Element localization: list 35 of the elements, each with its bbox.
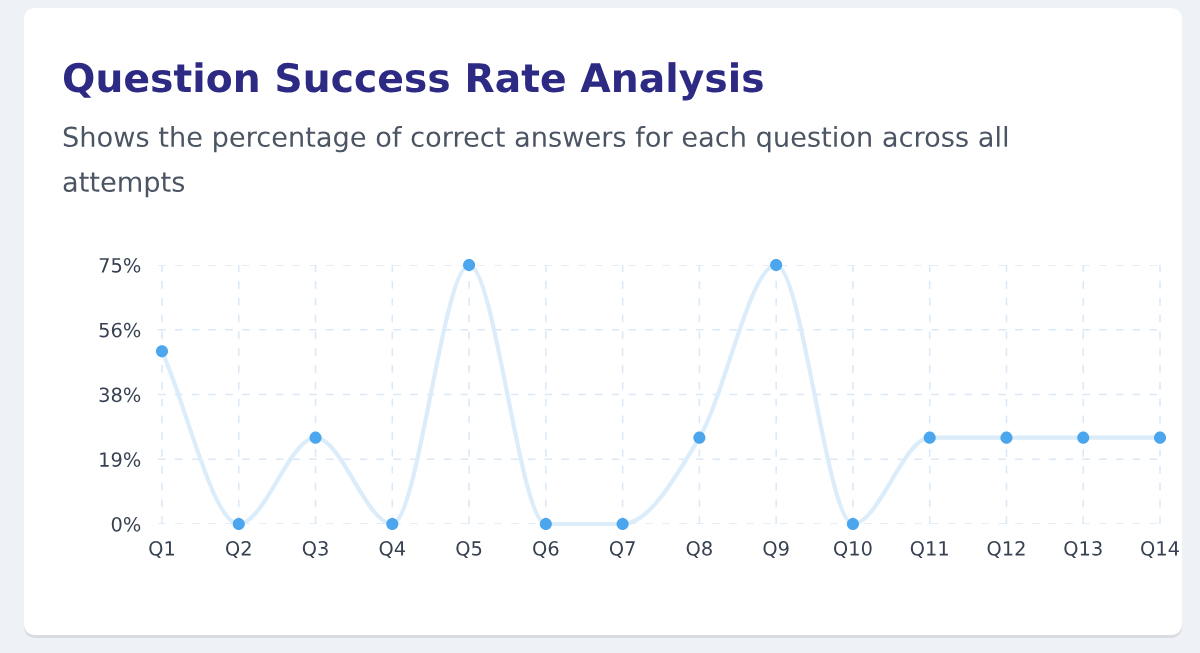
x-tick-label: Q5 [456,541,482,558]
point [155,345,169,358]
x-tick-label: Q11 [910,541,948,558]
x-tick-label: Q13 [1064,541,1102,558]
x-tick-label: Q10 [833,541,872,558]
point [539,517,552,531]
point [693,431,706,444]
point [1000,431,1013,444]
point [232,517,245,531]
chart-subtitle: Shows the percentage of correct answers for each question across all attempts [63,126,1008,198]
point [463,258,476,272]
x-tick-label: Q9 [763,541,789,558]
point [770,258,783,272]
point [386,517,399,531]
y-tick-label: 75% [99,257,141,273]
point [616,517,629,531]
x-tick-label: Q2 [226,541,251,558]
point [1153,431,1167,444]
x-tick-label: Q7 [609,541,635,558]
chart-title: Question Success Rate Analysis [63,62,763,101]
point [923,431,936,444]
point [309,431,322,444]
y-tick-label: 56% [99,322,141,338]
x-tick-label: Q8 [686,541,712,558]
y-tick-label: 38% [99,387,141,403]
point [1077,431,1090,444]
point [846,517,859,531]
x-tick-label: Q4 [379,541,406,558]
x-tick-label: Q1 [149,541,175,558]
x-tick-label: Q6 [533,541,559,558]
y-tick-label: 0% [111,516,141,532]
x-tick-label: Q14 [1141,541,1179,558]
x-tick-label: Q12 [987,541,1025,558]
y-tick-label: 19% [100,452,141,467]
x-tick-label: Q3 [302,541,328,558]
